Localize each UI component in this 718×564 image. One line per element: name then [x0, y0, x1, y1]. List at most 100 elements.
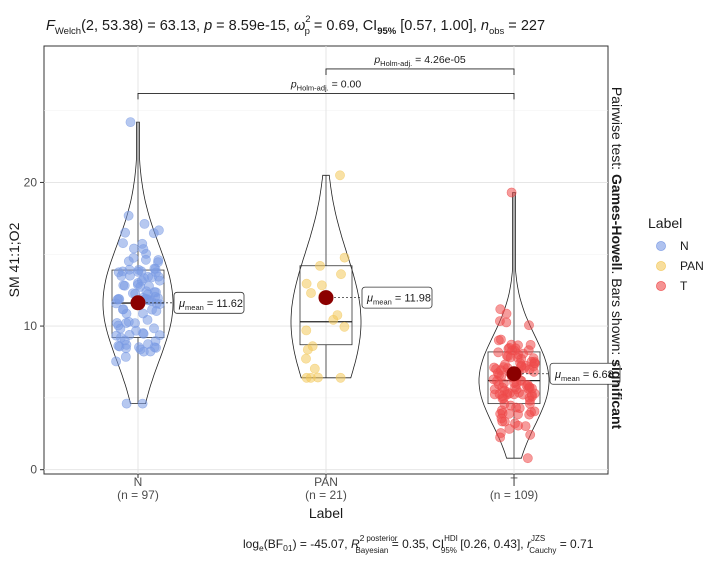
data-point [145, 346, 156, 357]
data-point [501, 317, 512, 328]
data-point [149, 323, 159, 334]
pairwise-label: pHolm-adj. = 0.00 [290, 78, 362, 92]
legend-label-n: N [680, 239, 689, 253]
data-point [316, 280, 327, 291]
data-point [524, 320, 534, 331]
data-point [115, 323, 126, 334]
data-point [524, 381, 535, 392]
data-point [125, 270, 135, 281]
legend-title: Label [648, 215, 682, 231]
pairwise-bracket [325, 68, 515, 75]
data-point [306, 288, 316, 298]
x-axis: N(n = 97) PAN(n = 21) T(n = 109) [117, 474, 538, 502]
data-point [153, 257, 163, 268]
data-point [125, 117, 136, 127]
violin-pan [290, 174, 362, 379]
y-axis-title: SM 41:1;O2 [6, 222, 22, 297]
mean-label: μmean = 11.62 [178, 298, 243, 312]
data-point [116, 332, 126, 343]
data-point [137, 398, 148, 409]
data-points [111, 117, 540, 464]
x-tick-label: N [134, 475, 143, 489]
pairwise-bracket [137, 92, 515, 100]
data-point [120, 351, 131, 362]
data-point [134, 342, 144, 353]
data-point [514, 403, 525, 413]
legend-swatch-t [656, 281, 666, 291]
legend-label-pan: PAN [680, 259, 704, 273]
box-pan [299, 265, 353, 346]
data-point [116, 270, 127, 281]
data-point [148, 228, 159, 238]
y-tick-label: 20 [24, 175, 38, 189]
data-point [315, 260, 325, 271]
mean-label-box [549, 362, 621, 385]
chart-caption: loge(BF01) = -45.07, R2 posterior Bayesian… [243, 533, 594, 555]
y-tick-label: 0 [30, 463, 37, 477]
mean-marker-t [506, 366, 522, 382]
data-point [529, 366, 539, 377]
mean-label: μmean = 11.98 [366, 293, 431, 307]
data-point [151, 287, 161, 298]
data-point [135, 281, 146, 292]
data-point [138, 328, 149, 339]
data-point [328, 314, 339, 325]
data-point [493, 335, 504, 346]
data-point [493, 379, 504, 390]
mean-label-box [173, 291, 245, 314]
data-point [154, 330, 165, 341]
data-point [495, 304, 506, 315]
x-tick-label: T [510, 475, 518, 489]
data-point [128, 243, 139, 254]
y-tick-label: 10 [24, 319, 38, 333]
data-point [138, 308, 148, 319]
chart-subtitle: FWelch(2, 53.38) = 63.13, p = 8.59e-15, … [46, 14, 545, 37]
data-point [510, 418, 520, 429]
violin-n [102, 121, 174, 404]
pairwise-test-note: Pairwise test: Games-Howell. Bars shown:… [609, 87, 625, 430]
data-point [139, 273, 149, 284]
data-point [503, 351, 513, 362]
data-point [529, 356, 540, 367]
data-point [301, 353, 311, 364]
data-point [339, 252, 350, 263]
data-point [518, 348, 529, 359]
data-point [123, 256, 134, 267]
data-point [133, 266, 143, 277]
legend-swatch-n [656, 241, 666, 251]
data-point [121, 398, 132, 409]
data-point [118, 304, 128, 315]
pairwise-brackets: pHolm-adj. = 0.00 pHolm-adj. = 4.26e-05 [137, 54, 515, 100]
data-point [120, 227, 130, 238]
data-point [130, 318, 140, 329]
legend-swatch-pan [656, 261, 666, 271]
data-point [336, 269, 346, 280]
data-point [506, 187, 517, 198]
mean-label-box [361, 286, 433, 309]
data-point [518, 389, 528, 400]
data-point [506, 339, 517, 350]
data-point [495, 432, 505, 443]
x-tick-count: (n = 97) [117, 488, 159, 502]
data-point [140, 254, 151, 265]
legend-label-t: T [680, 279, 688, 293]
data-point [305, 372, 316, 383]
data-point [112, 294, 123, 305]
mean-marker-n [130, 295, 146, 311]
data-point [524, 409, 535, 420]
plot-panel: μmean = 11.62 μmean = 11.98 μmean = 6.68 p… [43, 45, 621, 475]
data-point [522, 453, 533, 464]
data-point [301, 278, 312, 289]
data-point [111, 356, 121, 367]
mean-label: μmean = 6.68 [554, 369, 614, 383]
mean-marker-pan [318, 290, 334, 306]
data-point [515, 358, 525, 368]
data-point [119, 280, 130, 291]
data-point [302, 344, 313, 355]
data-point [138, 244, 149, 254]
pairwise-label: pHolm-adj. = 4.26e-05 [373, 54, 466, 68]
data-point [309, 363, 320, 374]
data-point [139, 218, 150, 229]
data-point [144, 294, 154, 305]
